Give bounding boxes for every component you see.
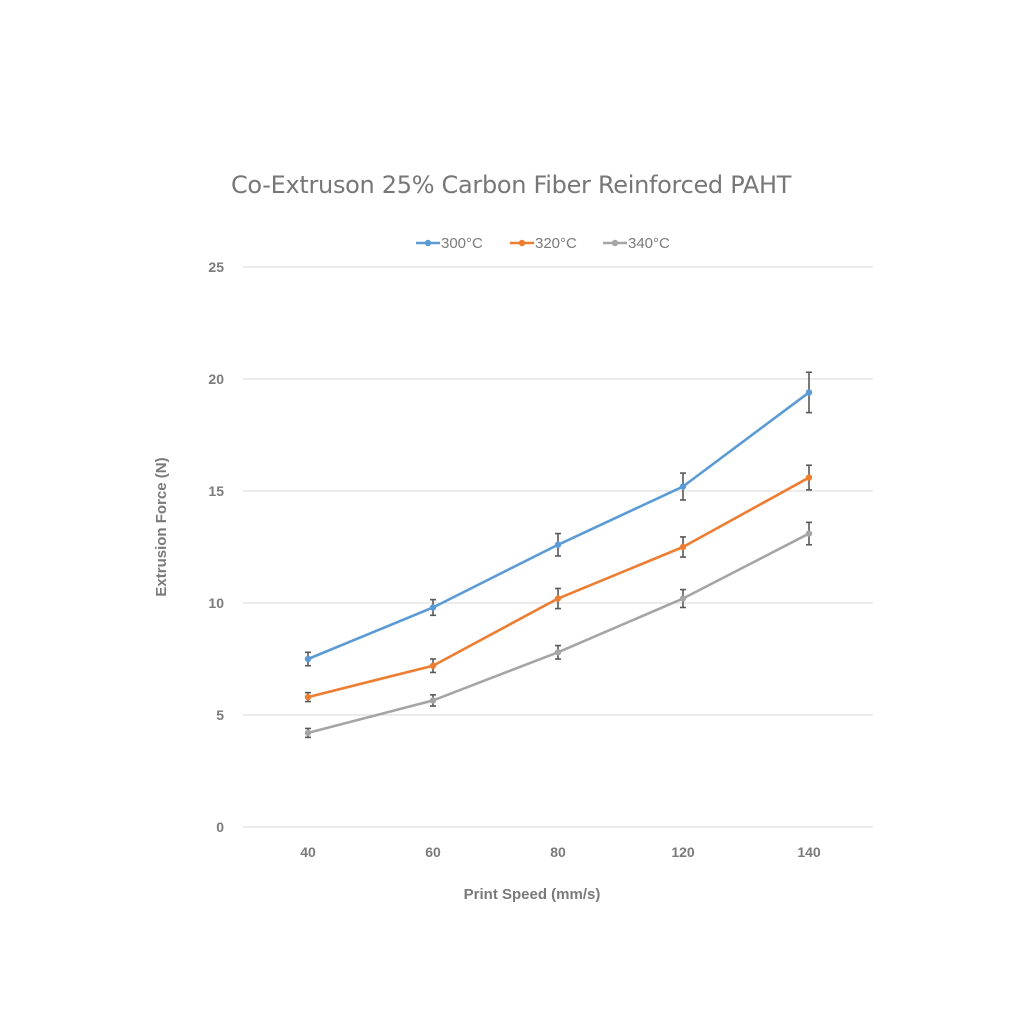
x-tick-label-140: 140	[797, 844, 821, 860]
x-tick-label-40: 40	[300, 844, 316, 860]
series-2	[304, 464, 813, 703]
series-line-2	[306, 476, 811, 699]
data-point	[554, 595, 562, 602]
y-tick-label-0: 0	[216, 819, 224, 835]
series-1	[304, 371, 813, 667]
data-point	[554, 649, 562, 656]
y-tick-label-25: 25	[208, 259, 224, 275]
y-axis-ticks: 0 5 10 15 20 25	[208, 259, 224, 835]
x-tick-label-120: 120	[671, 844, 695, 860]
legend-swatch-marker	[518, 239, 526, 247]
chart-title: Co-Extruson 25% Carbon Fiber Reinforced …	[231, 171, 792, 199]
legend-swatch-marker	[424, 239, 432, 247]
y-tick-label-15: 15	[208, 483, 224, 499]
legend: 300°C 320°C 340°C	[416, 235, 670, 252]
data-point	[429, 697, 437, 704]
data-point	[429, 662, 437, 669]
series-layer	[304, 371, 813, 739]
legend-label: 340°C	[628, 235, 670, 252]
data-point	[679, 543, 687, 551]
legend-label: 300°C	[441, 235, 483, 252]
legend-item-1: 300°C	[416, 235, 483, 252]
data-point	[805, 389, 813, 396]
data-point	[304, 693, 312, 701]
x-axis-label: Print Speed (mm/s)	[464, 886, 601, 903]
y-axis-label: Extrusion Force (N)	[153, 457, 170, 596]
legend-label: 320°C	[535, 235, 577, 252]
data-point	[679, 483, 687, 490]
y-tick-label-20: 20	[208, 371, 224, 387]
series-3	[304, 521, 813, 739]
y-tick-label-10: 10	[208, 595, 224, 611]
x-tick-label-60: 60	[425, 844, 441, 860]
data-point	[805, 530, 813, 537]
legend-item-3: 340°C	[603, 235, 670, 252]
data-point	[429, 604, 437, 611]
legend-swatch-marker	[611, 239, 619, 247]
data-point	[805, 474, 813, 481]
data-point	[679, 595, 687, 602]
legend-item-2: 320°C	[510, 235, 577, 252]
series-line-3	[306, 532, 811, 735]
x-axis-ticks: 40 60 80 120 140	[300, 844, 821, 860]
data-point	[304, 729, 312, 737]
y-tick-label-5: 5	[216, 707, 224, 723]
data-point	[304, 655, 312, 663]
x-tick-label-80: 80	[550, 844, 566, 860]
data-point	[554, 541, 562, 548]
series-line-1	[306, 391, 811, 661]
